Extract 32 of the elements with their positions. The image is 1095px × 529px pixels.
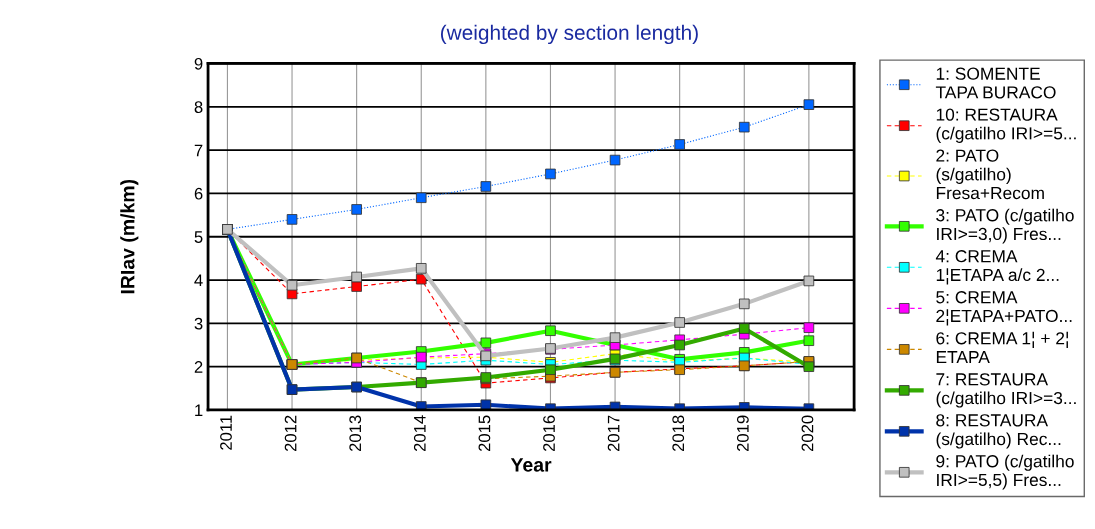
y-tick-label: 4 [194, 274, 203, 287]
y-tick-label: 9 [194, 57, 203, 70]
y-tick-label: 3 [194, 317, 203, 330]
x-axis-title: Year [510, 458, 552, 472]
y-tick-label: 8 [194, 101, 203, 113]
legend-label: 6: CREMA 1¦ + 2¦ ETAPA [936, 331, 1068, 364]
legend-label: 7: RESTAURA (c/gatilho IRI>=3... [936, 373, 1076, 408]
legend-label: 10: RESTAURA (c/gatilho IRI>=5... [936, 108, 1076, 143]
y-tick-label: 2 [194, 361, 203, 373]
y-tick-label: 1 [195, 404, 203, 417]
y-tick-label: 6 [194, 187, 203, 200]
x-tick-label: 2015 [478, 415, 491, 452]
chart-subtitle: (weighted by section length) [441, 24, 698, 45]
legend-label: 8: RESTAURA (s/gatilho) Rec... [936, 414, 1061, 449]
x-tick-label: 2013 [349, 415, 362, 452]
y-tick-label: 7 [194, 144, 203, 157]
x-tick-label: 2011 [220, 415, 232, 450]
x-tick-label: 2019 [736, 415, 749, 452]
x-tick-label: 2017 [607, 415, 620, 452]
legend-label: 4: CREMA 1¦ETAPA a/c 2... [935, 250, 1059, 285]
x-tick-label: 2020 [801, 415, 814, 452]
legend-label: 9: PATO (c/gatilho IRI>=5,5) Fres... [936, 454, 1074, 490]
x-tick-label: 2014 [413, 415, 426, 452]
legend-label: 5: CREMA 2¦ETAPA+PATO... [936, 291, 1072, 326]
legend-label: 3: PATO (c/gatilho IRI>=3,0) Fres... [936, 208, 1074, 244]
legend-label: 2: PATO (s/gatilho) Fresa+Recom [936, 149, 1044, 200]
x-tick-label: 2016 [543, 415, 555, 452]
y-tick-label: 5 [194, 231, 203, 243]
x-tick-label: 2018 [672, 415, 685, 452]
x-tick-label: 2012 [284, 415, 297, 452]
legend-label: 1: SOMENTE TAPA BURACO [935, 67, 1056, 99]
y-axis-title: IRIav (m/km) [120, 179, 139, 294]
